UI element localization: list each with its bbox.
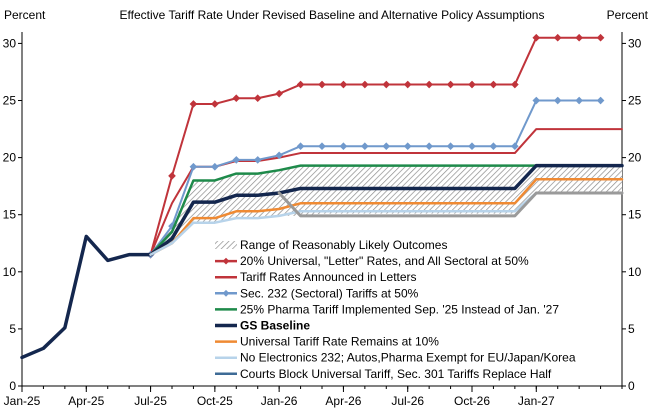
- series-marker-2: [275, 151, 283, 160]
- y-tick-label-left: 20: [3, 151, 17, 165]
- y-tick-label-left: 15: [3, 208, 17, 222]
- series-marker-0: [489, 80, 498, 89]
- legend-label: Courts Block Universal Tariff, Sec. 301 …: [240, 367, 552, 381]
- series-line-7: [277, 191, 624, 218]
- series-marker-0: [446, 80, 455, 89]
- series-marker-0: [553, 33, 562, 42]
- series-marker-2: [361, 142, 369, 151]
- x-tick-label: Jul-26: [391, 394, 424, 408]
- legend-swatch-marker: [222, 289, 230, 297]
- legend-swatch-band: [215, 241, 237, 249]
- series-marker-0: [339, 80, 348, 89]
- y-tick-label-right: 20: [628, 151, 642, 165]
- series-marker-2: [232, 156, 241, 164]
- series-marker-0: [318, 80, 326, 89]
- series-marker-0: [511, 80, 519, 89]
- series-marker-2: [211, 162, 219, 171]
- legend-label: Tariff Rates Announced in Letters: [240, 270, 417, 284]
- series-marker-2: [189, 162, 198, 171]
- series-marker-0: [232, 94, 241, 103]
- chart-title: Effective Tariff Rate Under Revised Base…: [120, 8, 545, 22]
- y-tick-label-right: 0: [628, 379, 635, 393]
- series-line-4: [20, 163, 624, 360]
- legend-label: 20% Universal, "Letter" Rates, and All S…: [240, 254, 529, 268]
- x-tick-label: Jan-25: [4, 394, 41, 408]
- series-marker-2: [339, 142, 348, 151]
- y-tick-label-right: 25: [628, 94, 642, 108]
- x-tick-label: Jul-25: [134, 394, 167, 408]
- x-tick-label: Apr-25: [68, 394, 104, 408]
- series-marker-0: [575, 33, 583, 42]
- y-tick-label-left: 25: [3, 94, 17, 108]
- y-tick-label-left: 30: [3, 36, 17, 50]
- legend-swatch-marker: [222, 257, 230, 265]
- y-axis-label-right: Percent: [607, 8, 649, 22]
- series-marker-2: [532, 96, 541, 105]
- series-marker-0: [532, 33, 541, 42]
- legend-label: Sec. 232 (Sectoral) Tariffs at 50%: [240, 286, 419, 300]
- legend-label: No Electronics 232; Autos,Pharma Exempt …: [240, 351, 576, 365]
- series-marker-0: [168, 172, 176, 180]
- y-tick-label-right: 15: [628, 208, 642, 222]
- x-tick-label: Apr-26: [325, 394, 361, 408]
- series-marker-0: [296, 80, 305, 89]
- series-marker-0: [468, 80, 476, 89]
- y-tick-label-right: 10: [628, 265, 642, 279]
- series-marker-2: [596, 96, 605, 105]
- series-marker-0: [361, 80, 369, 89]
- series-marker-2: [296, 142, 305, 151]
- series-marker-2: [318, 142, 326, 151]
- x-tick-label: Jan-27: [518, 394, 555, 408]
- series-marker-0: [275, 89, 283, 98]
- series-line-0: [149, 36, 602, 256]
- series-line-6: [149, 191, 624, 256]
- y-tick-label-right: 30: [628, 36, 642, 50]
- series-marker-2: [425, 142, 433, 151]
- legend-label: Universal Tariff Rate Remains at 10%: [240, 335, 439, 349]
- x-tick-label: Oct-25: [197, 394, 233, 408]
- y-tick-label-left: 5: [9, 322, 16, 336]
- series-marker-2: [575, 96, 583, 105]
- series-marker-0: [189, 100, 198, 108]
- x-tick-label: Jan-26: [261, 394, 298, 408]
- legend: Range of Reasonably Likely Outcomes 20% U…: [215, 238, 576, 381]
- series-marker-0: [253, 94, 262, 103]
- x-tick-label: Oct-26: [454, 394, 490, 408]
- series-marker-0: [403, 80, 412, 89]
- series-marker-0: [425, 80, 433, 89]
- legend-label: 25% Pharma Tariff Implemented Sep. '25 I…: [240, 302, 559, 316]
- series-marker-2: [511, 142, 519, 151]
- y-tick-label-right: 5: [628, 322, 635, 336]
- series-marker-0: [211, 100, 219, 108]
- series-marker-0: [596, 33, 605, 42]
- y-tick-label-left: 10: [3, 265, 17, 279]
- series-marker-2: [468, 142, 476, 151]
- legend-label: GS Baseline: [240, 319, 310, 333]
- y-axis-label-left: Percent: [4, 8, 46, 22]
- series-marker-2: [403, 142, 412, 151]
- axes: 0 0 5 5 10 10 15 15 20 20 25 25 30 30 Jan-25 Apr-25 Jul-…: [3, 32, 642, 408]
- series-marker-0: [382, 80, 391, 89]
- series-marker-2: [446, 142, 455, 151]
- series-marker-2: [253, 156, 262, 164]
- series-layer: [20, 33, 624, 360]
- series-line-5: [149, 178, 624, 256]
- series-marker-2: [553, 96, 562, 105]
- series-marker-2: [382, 142, 391, 151]
- y-tick-label-left: 0: [9, 379, 16, 393]
- series-marker-2: [489, 142, 498, 151]
- series-line-2: [149, 99, 602, 256]
- series-line-3: [149, 164, 624, 256]
- legend-label: Range of Reasonably Likely Outcomes: [240, 238, 447, 252]
